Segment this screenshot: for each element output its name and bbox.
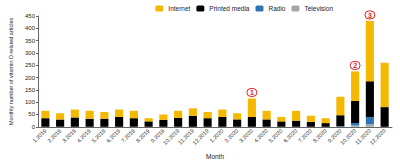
svg-text:200: 200	[25, 75, 36, 81]
svg-text:250: 250	[25, 62, 36, 68]
svg-text:Television: Television	[304, 5, 333, 12]
svg-text:6.2020: 6.2020	[282, 128, 298, 144]
svg-text:4.2019: 4.2019	[76, 128, 92, 144]
svg-text:7.2019: 7.2019	[120, 128, 136, 144]
svg-text:4.2020: 4.2020	[253, 128, 269, 144]
svg-text:350: 350	[25, 38, 36, 44]
svg-text:0: 0	[32, 124, 36, 130]
svg-text:10.2020: 10.2020	[339, 127, 358, 146]
svg-text:5.2019: 5.2019	[90, 128, 106, 144]
svg-text:9.2019: 9.2019	[149, 127, 166, 144]
svg-text:2: 2	[353, 62, 357, 69]
svg-text:Month: Month	[206, 153, 224, 160]
svg-text:11.2020: 11.2020	[354, 127, 372, 146]
svg-text:Internet: Internet	[168, 5, 190, 12]
svg-text:Printed media: Printed media	[209, 5, 249, 12]
svg-text:12.2020: 12.2020	[368, 128, 386, 146]
svg-text:12.2019: 12.2019	[191, 128, 209, 146]
svg-text:3: 3	[368, 12, 372, 19]
svg-text:1: 1	[250, 89, 254, 96]
svg-text:400: 400	[25, 25, 36, 31]
svg-text:300: 300	[25, 50, 36, 56]
svg-text:150: 150	[25, 87, 36, 93]
svg-text:50: 50	[28, 111, 35, 117]
svg-text:2.2019: 2.2019	[46, 128, 62, 144]
svg-text:Monthly number of vitamin D re: Monthly number of vitamin D related arti…	[8, 18, 14, 126]
svg-text:Radio: Radio	[268, 5, 285, 12]
svg-text:8.2019: 8.2019	[135, 128, 151, 144]
svg-text:100: 100	[25, 99, 36, 105]
svg-text:9.2020: 9.2020	[326, 127, 343, 144]
svg-text:11.2019: 11.2019	[177, 127, 195, 146]
svg-text:1.2020: 1.2020	[208, 128, 224, 144]
svg-text:3.2020: 3.2020	[238, 128, 254, 144]
svg-text:450: 450	[25, 13, 36, 19]
svg-text:2.2020: 2.2020	[223, 128, 239, 144]
svg-text:3.2019: 3.2019	[61, 128, 77, 144]
svg-text:8.2020: 8.2020	[312, 128, 328, 144]
svg-text:5.2020: 5.2020	[267, 128, 283, 144]
svg-text:7.2020: 7.2020	[297, 128, 313, 144]
svg-text:10.2019: 10.2019	[162, 127, 181, 146]
svg-text:1.2019: 1.2019	[31, 128, 47, 144]
svg-text:6.2019: 6.2019	[105, 128, 121, 144]
